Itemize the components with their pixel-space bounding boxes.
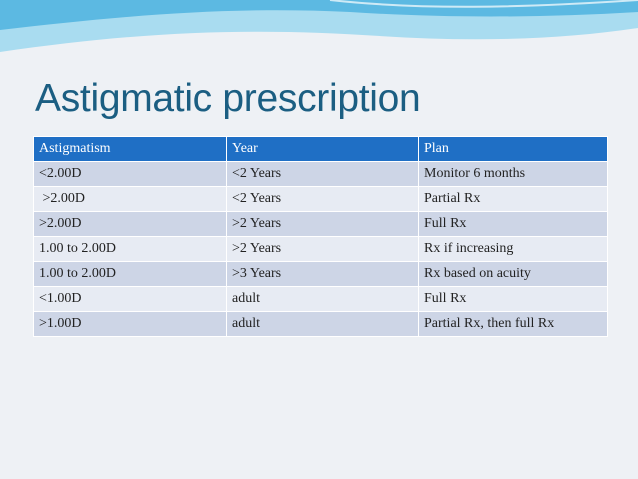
table-row: >2.00D >2 Years Full Rx [33,211,608,237]
cell-astigmatism: >2.00D [33,186,227,212]
cell-plan: Full Rx [418,286,608,312]
table-row: 1.00 to 2.00D >2 Years Rx if increasing [33,236,608,262]
header-astigmatism: Astigmatism [33,136,227,162]
table-row: 1.00 to 2.00D >3 Years Rx based on acuit… [33,261,608,287]
cell-plan: Rx if increasing [418,236,608,262]
table-row: >2.00D <2 Years Partial Rx [33,186,608,212]
cell-year: >2 Years [226,211,419,237]
table-row: <2.00D <2 Years Monitor 6 months [33,161,608,187]
cell-astigmatism: <1.00D [33,286,227,312]
cell-year: <2 Years [226,161,419,187]
table-header-row: Astigmatism Year Plan [33,136,608,162]
cell-plan: Rx based on acuity [418,261,608,287]
cell-plan: Monitor 6 months [418,161,608,187]
header-wave-highlight [329,0,638,8]
cell-plan: Full Rx [418,211,608,237]
cell-year: adult [226,286,419,312]
cell-astigmatism: >2.00D [33,211,227,237]
cell-astigmatism: 1.00 to 2.00D [33,261,227,287]
prescription-table: Astigmatism Year Plan <2.00D <2 Years Mo… [33,136,608,337]
table-row: >1.00D adult Partial Rx, then full Rx [33,311,608,337]
cell-astigmatism: >1.00D [33,311,227,337]
cell-year: adult [226,311,419,337]
cell-year: >2 Years [226,236,419,262]
table-row: <1.00D adult Full Rx [33,286,608,312]
cell-astigmatism: 1.00 to 2.00D [33,236,227,262]
cell-plan: Partial Rx [418,186,608,212]
cell-plan: Partial Rx, then full Rx [418,311,608,337]
slide-title: Astigmatic prescription [35,77,421,120]
header-plan: Plan [418,136,608,162]
cell-astigmatism: <2.00D [33,161,227,187]
header-year: Year [226,136,419,162]
cell-year: <2 Years [226,186,419,212]
cell-year: >3 Years [226,261,419,287]
